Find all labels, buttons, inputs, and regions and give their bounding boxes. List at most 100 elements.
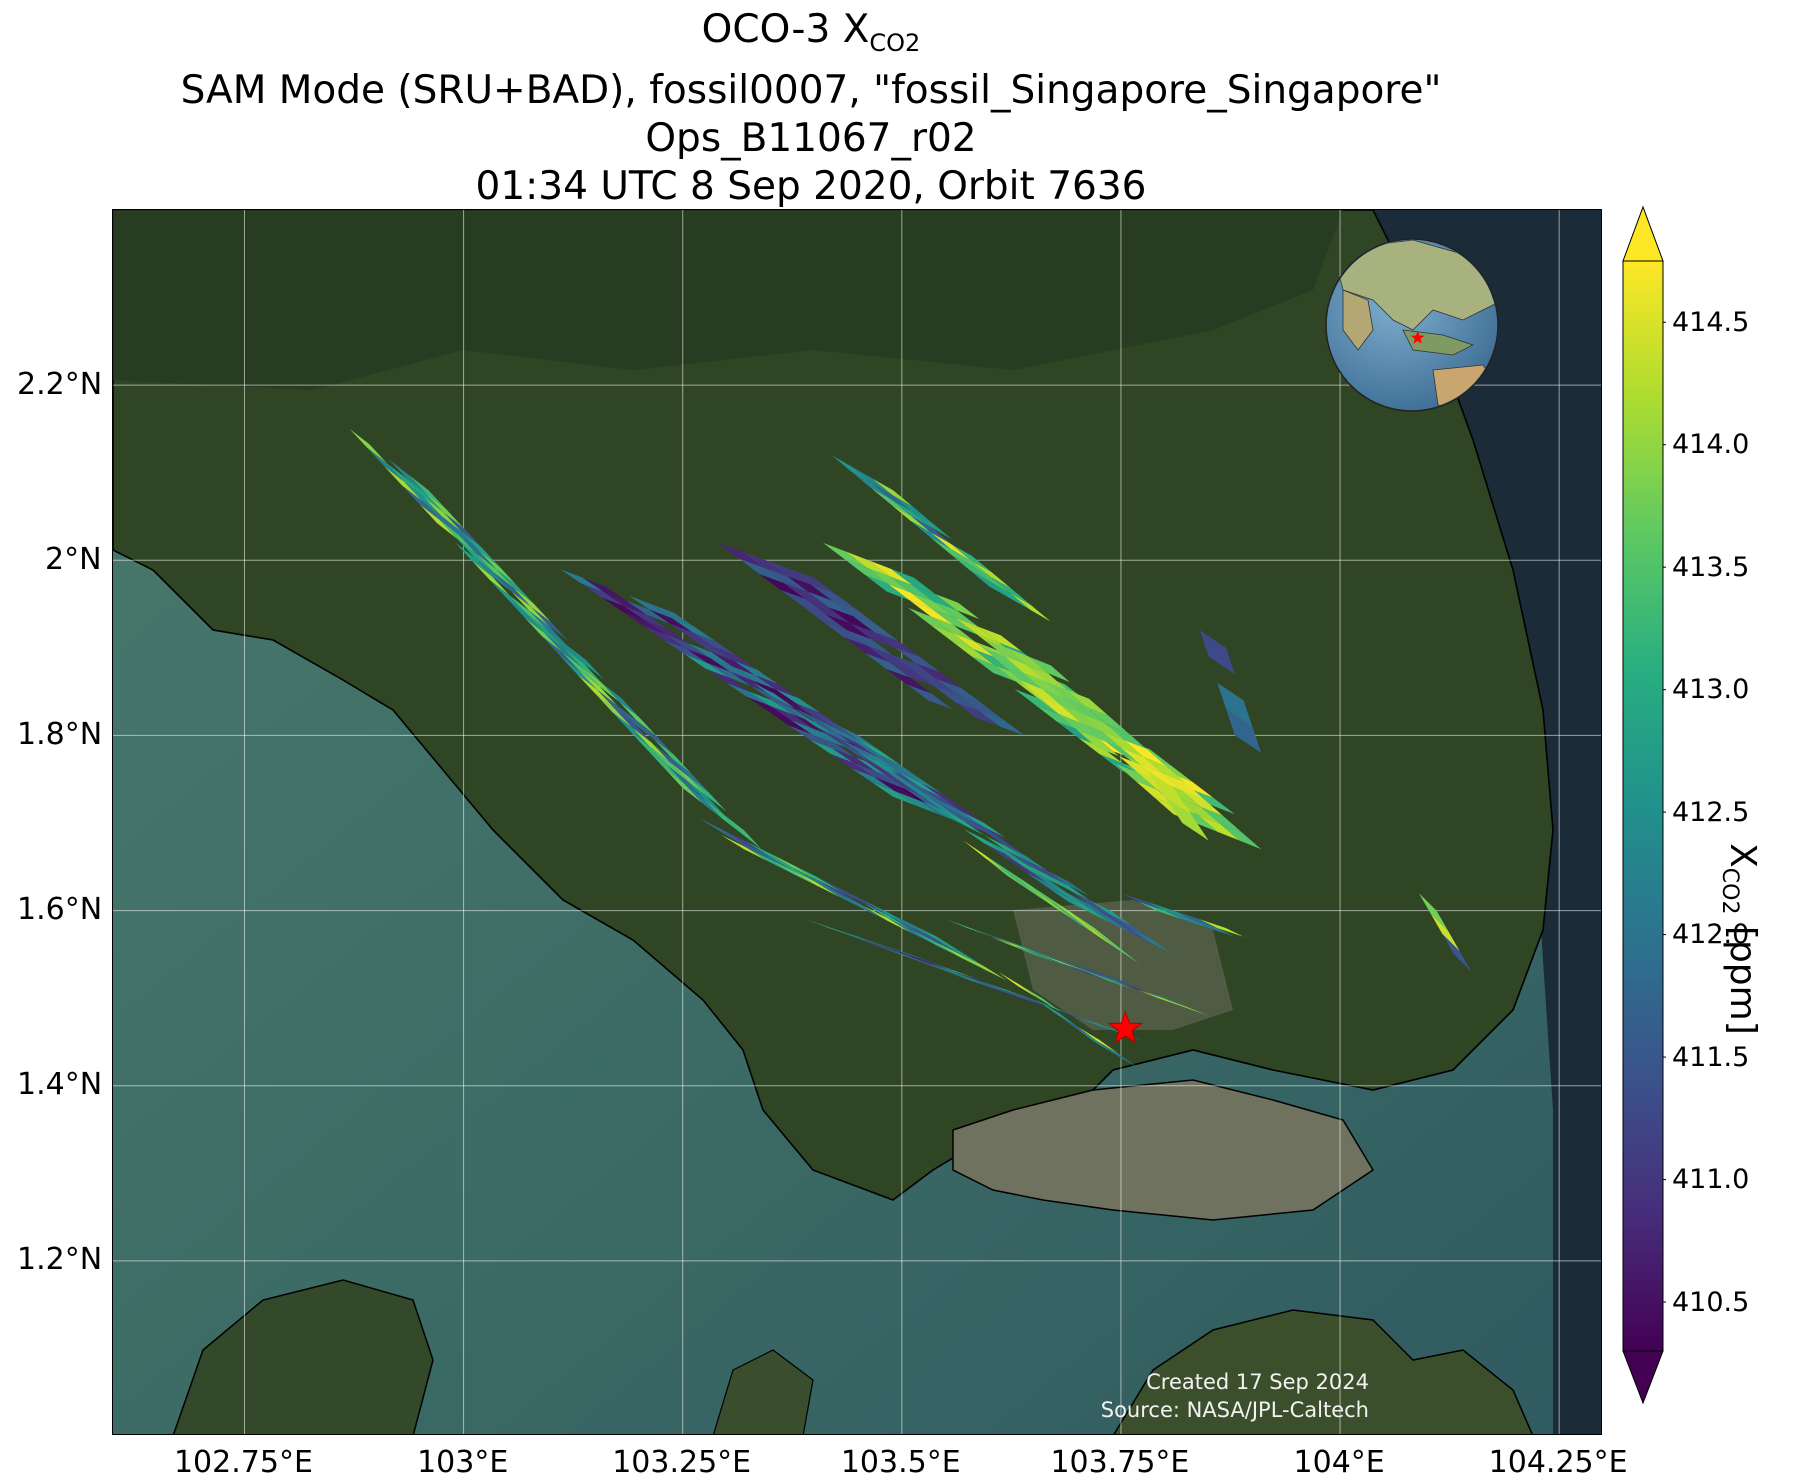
- xco2-sounding-cell: [1004, 655, 1046, 682]
- xco2-sounding-cell: [1036, 954, 1084, 972]
- globe-marker-star-icon: [1411, 330, 1425, 344]
- xco2-sounding-cell: [921, 795, 964, 821]
- xco2-sounding-cell: [921, 791, 964, 817]
- xco2-sounding-cell: [963, 828, 1006, 854]
- xco2-sounding-cell: [560, 655, 598, 690]
- xco2-sounding-cell: [687, 780, 725, 815]
- xco2-sounding-cell: [815, 714, 858, 740]
- xco2-sounding-cell: [985, 639, 1027, 665]
- xco2-sounding-cell: [1075, 1027, 1117, 1056]
- colorbar-tick-label: 411.5: [1672, 1041, 1750, 1073]
- xco2-sounding-cell: [891, 499, 932, 528]
- xco2-sounding-cell: [1140, 764, 1182, 791]
- xco2-sounding-cell: [780, 590, 826, 615]
- xco2-sounding-cell: [1078, 737, 1123, 763]
- xco2-sounding-cell: [671, 758, 709, 793]
- xco2-sounding-cell: [865, 653, 911, 678]
- xco2-sounding-cell: [478, 550, 517, 585]
- xco2-sounding-cell: [841, 889, 889, 916]
- xco2-sounding-cell: [958, 695, 1004, 720]
- xco2-sounding-cell: [752, 682, 795, 708]
- colorbar: [1622, 205, 1666, 1405]
- xco2-sounding-cell: [672, 618, 716, 642]
- xco2-sounding-cell: [511, 591, 549, 627]
- xco2-sounding-cell: [955, 971, 1006, 990]
- xco2-sounding-cell: [1017, 945, 1065, 964]
- xco2-sounding-cell: [911, 592, 956, 618]
- xco2-sounding-cell: [950, 549, 991, 578]
- xco2-sounding-cell: [816, 882, 864, 909]
- xco2-sounding-cell: [1173, 910, 1218, 929]
- xco2-sounding-cell: [921, 783, 964, 809]
- xco2-sounding-cell: [686, 649, 731, 672]
- xco2-sounding-cell: [1064, 963, 1112, 981]
- x-tick-label: 103°E: [417, 1445, 509, 1480]
- xco2-sounding-cell: [776, 689, 820, 713]
- xco2-sounding-cell: [989, 936, 1037, 955]
- xco2-sounding-cell: [1147, 901, 1192, 920]
- xco2-sounding-cell: [837, 737, 879, 763]
- xco2-sounding-cell: [783, 583, 830, 608]
- xco2-sounding-cell: [717, 542, 763, 568]
- xco2-sounding-cell: [1045, 681, 1087, 707]
- xco2-sounding-cell: [666, 634, 710, 658]
- xco2-sounding-cell: [912, 585, 957, 611]
- xco2-sounding-cell: [879, 945, 929, 964]
- xco2-sounding-cell: [707, 663, 752, 687]
- xco2-sounding-cell: [829, 607, 875, 633]
- xco2-sounding-cell: [595, 693, 633, 728]
- xco2-sounding-cell: [794, 708, 837, 734]
- map-canvas[interactable]: [113, 210, 1602, 1435]
- xco2-sounding-cell: [871, 483, 912, 512]
- small-island: [712, 1349, 814, 1434]
- xco2-sounding-cell: [850, 623, 896, 648]
- xco2-sounding-cell: [984, 831, 1027, 857]
- xco2-sounding-cell: [732, 666, 776, 690]
- xco2-sounding-cell: [990, 581, 1031, 610]
- xco2-sounding-cell: [872, 782, 916, 806]
- xco2-sounding-cell: [1005, 858, 1048, 884]
- xco2-sounding-cell: [439, 519, 477, 555]
- xco2-sounding-cell: [1179, 798, 1221, 824]
- xco2-sounding-cell: [1097, 1041, 1139, 1069]
- xco2-sounding-cell: [667, 765, 705, 800]
- xco2-sounding-cell: [984, 835, 1027, 861]
- xco2-sounding-cell: [1072, 913, 1117, 946]
- xco2-sounding-cell: [935, 594, 980, 620]
- xco2-sounding-cell: [832, 748, 877, 772]
- xco2-sounding-cell: [984, 839, 1027, 865]
- xco2-sounding-cell: [1068, 897, 1111, 923]
- xco2-sounding-cell: [858, 751, 901, 777]
- xco2-sounding-cell: [769, 853, 817, 880]
- colorbar-label: XCO2 [ppm]: [1717, 843, 1763, 1035]
- xco2-sounding-cell: [1191, 919, 1235, 937]
- xco2-sounding-cell: [912, 511, 953, 540]
- xco2-soundings: [349, 428, 1472, 1218]
- xco2-sounding-cell: [1050, 901, 1095, 934]
- xco2-sounding-cell: [837, 724, 879, 750]
- xco2-sounding-cell: [959, 954, 1007, 981]
- xco2-sounding-cell: [643, 626, 687, 649]
- xco2-sounding-cell: [724, 815, 762, 850]
- xco2-sounding-cell: [1026, 998, 1077, 1016]
- xco2-sounding-cell: [1089, 904, 1132, 930]
- xco2-sounding-cell: [1061, 963, 1109, 981]
- xco2-sounding-cell: [985, 858, 1029, 891]
- xco2-sounding-cell: [579, 671, 617, 706]
- xco2-sounding-cell: [879, 754, 922, 780]
- y-tick-label: 1.2°N: [17, 1242, 103, 1278]
- xco2-sounding-cell: [386, 463, 425, 498]
- colorbar-tick-label: 411.0: [1672, 1164, 1750, 1196]
- xco2-sounding-cell: [577, 674, 615, 709]
- xco2-sounding-cell: [963, 812, 1006, 838]
- xco2-sounding-cell: [994, 989, 1045, 1007]
- xco2-sounding-cell: [1021, 998, 1071, 1016]
- xco2-sounding-cell: [855, 936, 906, 955]
- xco2-sounding-cell: [1199, 919, 1244, 937]
- y-tick-label: 1.4°N: [17, 1067, 103, 1103]
- xco2-sounding-cell: [1039, 697, 1081, 723]
- xco2-sounding-cell: [630, 731, 668, 766]
- xco2-sounding-cell: [766, 560, 812, 585]
- map-panel[interactable]: Created 17 Sep 2024 Source: NASA/JPL-Cal…: [112, 209, 1602, 1435]
- xco2-sounding-cell: [649, 746, 688, 781]
